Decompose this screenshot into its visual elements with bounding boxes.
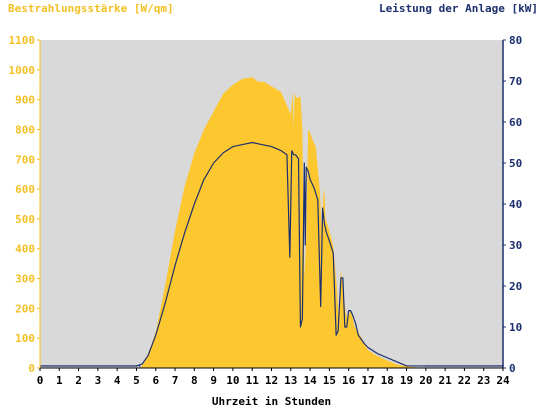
x-tick-label: 12 bbox=[265, 374, 278, 387]
right-tick-label: 70 bbox=[509, 75, 522, 88]
left-tick-label: 800 bbox=[15, 123, 35, 136]
x-tick-label: 19 bbox=[400, 374, 413, 387]
x-tick-label: 20 bbox=[419, 374, 432, 387]
power-series bbox=[40, 141, 503, 367]
x-tick-label: 22 bbox=[458, 374, 471, 387]
x-tick-label: 7 bbox=[172, 374, 179, 387]
right-tick-label: 10 bbox=[509, 321, 522, 334]
right-axis-title: Leistung der Anlage [kW] bbox=[379, 2, 538, 15]
right-tick-label: 50 bbox=[509, 157, 522, 170]
x-tick-label: 4 bbox=[114, 374, 121, 387]
x-tick-label: 15 bbox=[323, 374, 336, 387]
left-tick-label: 400 bbox=[15, 243, 35, 256]
x-tick-label: 2 bbox=[75, 374, 82, 387]
x-tick-label: 16 bbox=[342, 374, 356, 387]
left-tick-label: 1000 bbox=[9, 64, 36, 77]
left-axis-title: Bestrahlungsstärke [W/qm] bbox=[8, 2, 174, 15]
left-tick-label: 0 bbox=[28, 362, 35, 375]
irradiance-series bbox=[40, 77, 503, 369]
right-tick-label: 30 bbox=[509, 239, 522, 252]
left-tick-label: 200 bbox=[15, 302, 35, 315]
irradiance-area bbox=[40, 77, 503, 369]
power-line bbox=[40, 141, 503, 367]
x-tick-label: 6 bbox=[152, 374, 159, 387]
left-tick-label: 700 bbox=[15, 153, 35, 166]
x-tick-label: 5 bbox=[133, 374, 140, 387]
right-tick-label: 20 bbox=[509, 280, 522, 293]
x-tick-label: 13 bbox=[284, 374, 297, 387]
x-tick-label: 3 bbox=[95, 374, 102, 387]
left-tick-label: 500 bbox=[15, 213, 35, 226]
x-tick-label: 18 bbox=[381, 374, 394, 387]
left-tick-label: 100 bbox=[15, 332, 35, 345]
x-tick-label: 9 bbox=[210, 374, 217, 387]
tick-labels: 0100200300400500600700800900100011000102… bbox=[9, 34, 523, 387]
x-tick-label: 1 bbox=[56, 374, 63, 387]
left-tick-label: 300 bbox=[15, 273, 35, 286]
x-tick-label: 17 bbox=[361, 374, 374, 387]
right-tick-label: 80 bbox=[509, 34, 522, 47]
axes bbox=[37, 39, 506, 371]
right-tick-label: 40 bbox=[509, 198, 522, 211]
x-tick-label: 24 bbox=[496, 374, 510, 387]
x-tick-label: 21 bbox=[439, 374, 453, 387]
x-axis-title: Uhrzeit in Stunden bbox=[212, 395, 331, 408]
x-tick-label: 23 bbox=[477, 374, 490, 387]
x-tick-label: 10 bbox=[226, 374, 239, 387]
x-tick-label: 8 bbox=[191, 374, 198, 387]
right-tick-label: 0 bbox=[509, 362, 516, 375]
x-tick-label: 0 bbox=[37, 374, 44, 387]
x-tick-label: 14 bbox=[303, 374, 317, 387]
x-tick-label: 11 bbox=[246, 374, 260, 387]
right-tick-label: 60 bbox=[509, 116, 522, 129]
left-tick-label: 900 bbox=[15, 94, 35, 107]
left-tick-label: 1100 bbox=[9, 34, 36, 47]
left-tick-label: 600 bbox=[15, 183, 35, 196]
